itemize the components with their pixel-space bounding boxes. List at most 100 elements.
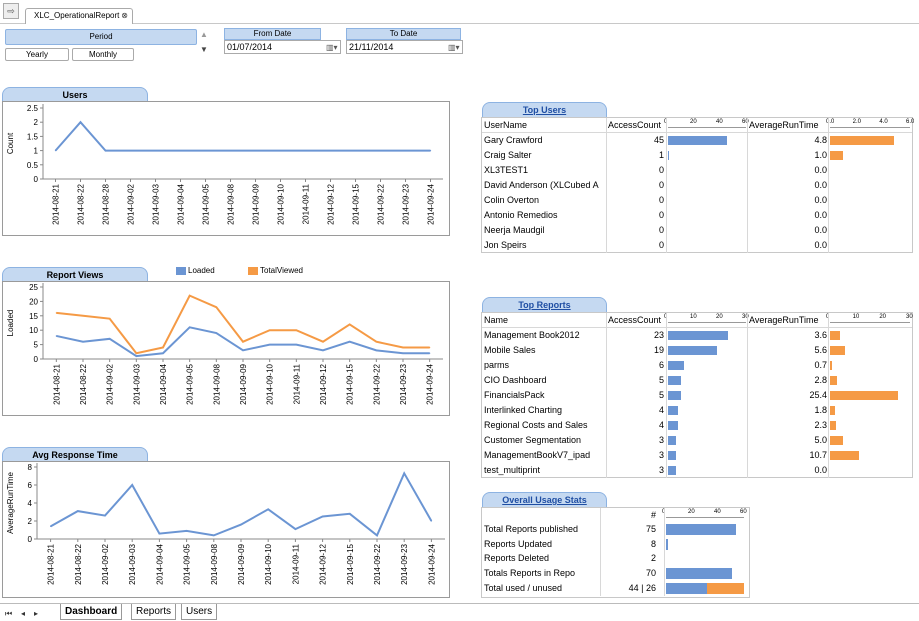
table-row[interactable]: Gary Crawford 45 4.8 [482, 133, 912, 148]
row-average-runtime: 2.8 [814, 375, 827, 385]
column-divider [666, 118, 667, 253]
average-runtime-bar [830, 331, 840, 340]
scroll-up-icon[interactable]: ▲ [200, 30, 208, 39]
y-tick-label: 2 [28, 517, 33, 526]
row-name: CIO Dashboard [484, 375, 547, 385]
y-tick-label: 15 [29, 312, 38, 321]
close-icon[interactable]: ⊗ [121, 11, 128, 20]
usage-row[interactable]: Total Reports published 75 [482, 522, 749, 537]
bar-axis-label: 2.0 [852, 119, 861, 125]
usage-stats-title[interactable]: Overall Usage Stats [482, 492, 607, 507]
bar-axis-line [830, 127, 910, 128]
table-row[interactable]: Jon Speirs 0 0.0 [482, 238, 912, 253]
tab-nav-arrow-icon[interactable]: ⇨ [3, 3, 19, 19]
data-point [158, 533, 160, 535]
data-point [82, 315, 84, 317]
usage-label: Total Reports published [484, 524, 579, 534]
data-point [109, 338, 111, 340]
access-count-bar [668, 136, 727, 145]
table-row[interactable]: Interlinked Charting 4 1.8 [482, 403, 912, 418]
table-row[interactable]: Colin Overton 0 0.0 [482, 193, 912, 208]
table-row[interactable]: Craig Salter 1 1.0 [482, 148, 912, 163]
y-tick-label: 5 [34, 341, 39, 350]
y-tick-label: 1 [34, 147, 39, 156]
x-tick-label: 2014-09-08 [212, 363, 221, 404]
table-row[interactable]: Antonio Remedios 0 0.0 [482, 208, 912, 223]
bar-axis-label: 10 [690, 314, 697, 320]
monthly-button[interactable]: Monthly [72, 48, 134, 61]
table-row[interactable]: XL3TEST1 0 0.0 [482, 163, 912, 178]
data-point [54, 150, 57, 152]
x-tick-label: 2014-09-08 [210, 543, 219, 584]
table-row[interactable]: Regional Costs and Sales 4 2.3 [482, 418, 912, 433]
row-name: Mobile Sales [484, 345, 536, 355]
row-average-runtime: 0.7 [814, 360, 827, 370]
table-row[interactable]: ManagementBookV7_ipad 3 10.7 [482, 448, 912, 463]
next-sheet-icon[interactable]: ▸ [34, 609, 39, 618]
average-runtime-bar [830, 406, 835, 415]
report-views-legend: Loaded TotalViewed [176, 266, 336, 278]
data-point [375, 341, 377, 343]
average-runtime-bar [830, 136, 894, 145]
data-point [189, 326, 191, 328]
usage-row[interactable]: Total used / unused 44 | 26 [482, 581, 749, 596]
tab-users[interactable]: Users [181, 604, 218, 620]
data-point [269, 329, 271, 331]
usage-row[interactable]: Totals Reports in Repo 70 [482, 566, 749, 581]
from-date-value: 01/07/2014 [227, 42, 273, 52]
average-runtime-bar [830, 391, 898, 400]
average-runtime-bar [830, 421, 837, 430]
yearly-button[interactable]: Yearly [5, 48, 69, 61]
table-row[interactable]: CIO Dashboard 5 2.8 [482, 373, 912, 388]
table-row[interactable]: FinancialsPack 5 25.4 [482, 388, 912, 403]
row-average-runtime: 0.0 [814, 240, 827, 250]
y-tick-label: 10 [29, 326, 38, 335]
row-access-count: 0 [658, 180, 664, 190]
row-access-count: 5 [658, 375, 664, 385]
tab-dashboard[interactable]: Dashboard [60, 604, 123, 620]
row-access-count: 5 [658, 390, 664, 400]
calendar-dropdown-icon[interactable]: ▥▾ [448, 43, 460, 52]
row-average-runtime: 25.4 [809, 390, 827, 400]
users-chart-title: Users [2, 87, 148, 102]
row-name: Gary Crawford [484, 135, 543, 145]
table-row[interactable]: test_multiprint 3 0.0 [482, 463, 912, 478]
first-sheet-icon[interactable]: ⏮ [5, 609, 13, 618]
document-tab[interactable]: XLC_OperationalReport ⊗ [25, 8, 133, 24]
access-count-bar [668, 421, 679, 430]
table-row[interactable]: Neerja Maudgil 0 0.0 [482, 223, 912, 238]
calendar-dropdown-icon[interactable]: ▥▾ [326, 43, 338, 52]
data-point [213, 534, 215, 536]
x-tick-label: 2014-09-12 [319, 363, 328, 404]
top-reports-title[interactable]: Top Reports [482, 297, 607, 312]
table-row[interactable]: parms 6 0.7 [482, 358, 912, 373]
to-date-field[interactable]: 21/11/2014 ▥▾ [346, 40, 463, 54]
usage-row[interactable]: Reports Deleted 2 [482, 551, 749, 566]
row-name: Customer Segmentation [484, 435, 582, 445]
top-users-title[interactable]: Top Users [482, 102, 607, 117]
table-row[interactable]: Customer Segmentation 3 5.0 [482, 433, 912, 448]
bar-axis-line [666, 517, 744, 518]
row-access-count: 0 [658, 165, 664, 175]
x-tick-label: 2014-09-04 [159, 363, 168, 404]
row-average-runtime: 2.3 [814, 420, 827, 430]
data-point [189, 295, 191, 297]
tab-reports[interactable]: Reports [131, 604, 177, 620]
x-tick-label: 2014-09-22 [377, 183, 386, 224]
table-row[interactable]: Management Book2012 23 3.6 [482, 328, 912, 343]
from-date-field[interactable]: 01/07/2014 ▥▾ [224, 40, 341, 54]
x-tick-label: 2014-08-21 [52, 183, 61, 224]
row-access-count: 23 [653, 330, 664, 340]
prev-sheet-icon[interactable]: ◂ [21, 609, 26, 618]
scroll-down-icon[interactable]: ▼ [200, 45, 208, 54]
data-point [322, 515, 324, 518]
usage-value: 44 | 26 [628, 582, 656, 593]
table-row[interactable]: Mobile Sales 19 5.6 [482, 343, 912, 358]
usage-value: 75 [645, 524, 656, 534]
table-row[interactable]: David Anderson (XLCubed A 0 0.0 [482, 178, 912, 193]
access-count-bar [668, 151, 670, 160]
bar-axis-label: 10 [852, 314, 860, 320]
usage-row[interactable]: Reports Updated 8 [482, 537, 749, 552]
slicer-scroll-arrows[interactable]: ▲ ▼ [200, 30, 214, 62]
data-point [429, 346, 431, 349]
